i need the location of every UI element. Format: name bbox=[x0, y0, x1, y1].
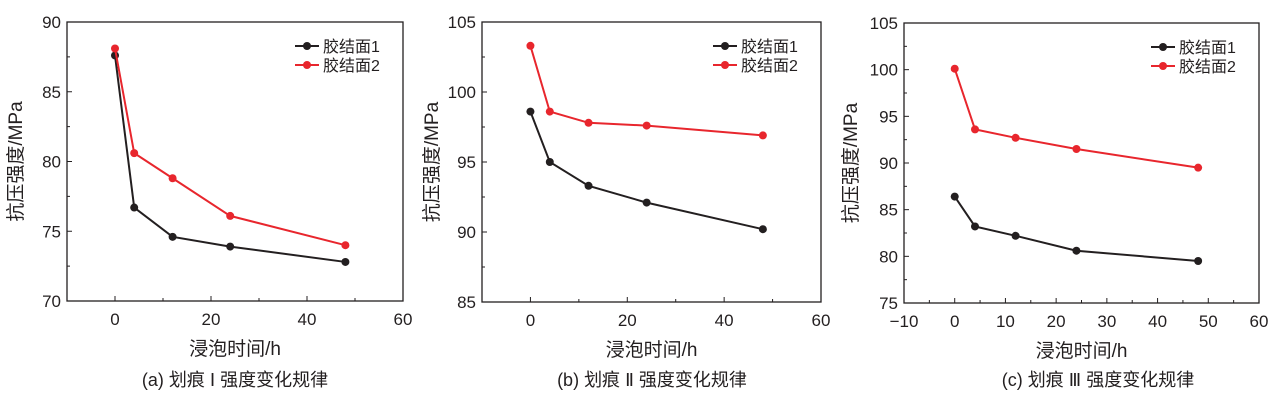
legend-label: 胶结面1 bbox=[323, 38, 380, 56]
data-point-1 bbox=[584, 181, 593, 190]
data-point-1 bbox=[950, 192, 959, 201]
data-point-1 bbox=[226, 242, 235, 251]
data-point-1 bbox=[1072, 246, 1081, 255]
y-axis-label: 抗压强度/MPa bbox=[840, 102, 862, 223]
data-point-2 bbox=[1194, 163, 1203, 172]
y-tick-label: 80 bbox=[879, 247, 898, 266]
data-point-2 bbox=[130, 149, 139, 158]
x-tick-label: 30 bbox=[1097, 312, 1116, 331]
x-tick-label: 60 bbox=[812, 311, 831, 330]
x-tick-label: 20 bbox=[618, 311, 637, 330]
y-tick-label: 105 bbox=[448, 13, 476, 32]
legend-label: 胶结面1 bbox=[1179, 39, 1236, 57]
data-point-1 bbox=[1194, 257, 1203, 265]
chart-panel-a: 70 75 80 85 90 0 20 40 60 浸泡时间/h 抗压强度/MPa (a) 划痕 Ⅰ … bbox=[5, 13, 412, 390]
x-axis-label: 浸泡时间/h bbox=[1036, 340, 1128, 362]
data-point-2 bbox=[584, 118, 593, 127]
legend-marker bbox=[1159, 62, 1167, 70]
y-tick-label: 70 bbox=[42, 292, 61, 311]
legend-label: 胶结面2 bbox=[1179, 58, 1236, 76]
chart-caption: (a) 划痕 Ⅰ 强度变化规律 bbox=[142, 370, 328, 390]
data-point-1 bbox=[1011, 231, 1020, 240]
data-point-2 bbox=[226, 211, 235, 220]
chart-panel-b: 85 90 95 100 105 0 20 40 60 浸泡时间/h 抗压强度/MPa (b) 划痕 … bbox=[421, 13, 830, 390]
data-point-1 bbox=[526, 107, 535, 116]
legend-marker bbox=[303, 61, 311, 69]
y-tick-label: 100 bbox=[870, 61, 898, 80]
x-tick-label: 0 bbox=[110, 310, 119, 329]
y-tick-label: 85 bbox=[879, 201, 898, 220]
legend-marker bbox=[721, 61, 729, 69]
series-line-1 bbox=[114, 55, 346, 263]
x-tick-label: 40 bbox=[1148, 312, 1167, 331]
data-point-2 bbox=[526, 41, 535, 50]
y-axis-label: 抗压强度/MPa bbox=[421, 101, 443, 222]
y-tick-label: 90 bbox=[457, 223, 476, 242]
y-tick-label: 85 bbox=[457, 293, 476, 312]
y-tick-label: 80 bbox=[42, 153, 61, 172]
legend-marker bbox=[1159, 43, 1167, 51]
legend-label: 胶结面1 bbox=[741, 38, 798, 56]
y-axis-label: 抗压强度/MPa bbox=[5, 101, 27, 222]
legend-marker bbox=[721, 42, 729, 50]
y-tick-label: 75 bbox=[879, 294, 898, 313]
y-tick-label: 90 bbox=[879, 154, 898, 173]
y-tick-label: 85 bbox=[42, 83, 61, 102]
data-point-2 bbox=[168, 174, 177, 183]
y-tick-label: 95 bbox=[879, 107, 898, 126]
legend-label: 胶结面2 bbox=[323, 57, 380, 75]
y-tick-label: 105 bbox=[870, 14, 898, 33]
chart-panel-c: 75 80 85 90 95 100 105 −10 0 10 20 30 40 50 60 浸泡时间/h 抗压… bbox=[840, 14, 1268, 390]
data-point-2 bbox=[758, 131, 767, 140]
y-tick-label: 90 bbox=[42, 13, 61, 32]
data-point-2 bbox=[1011, 133, 1020, 142]
x-tick-label: 10 bbox=[996, 312, 1015, 331]
chart-caption: (b) 划痕 Ⅱ 强度变化规律 bbox=[557, 370, 747, 390]
x-axis-label: 浸泡时间/h bbox=[189, 338, 281, 360]
y-tick-label: 75 bbox=[42, 222, 61, 241]
legend-label: 胶结面2 bbox=[741, 57, 798, 75]
data-point-1 bbox=[545, 158, 554, 166]
chart-caption: (c) 划痕 Ⅲ 强度变化规律 bbox=[1002, 370, 1194, 390]
data-point-2 bbox=[971, 125, 979, 134]
x-tick-label: 60 bbox=[394, 310, 413, 329]
legend-marker bbox=[303, 42, 311, 50]
x-tick-label: 20 bbox=[202, 310, 221, 329]
x-tick-label: −10 bbox=[890, 312, 919, 331]
data-point-1 bbox=[758, 225, 767, 234]
data-point-1 bbox=[168, 232, 177, 241]
y-tick-label: 100 bbox=[448, 83, 476, 102]
data-point-2 bbox=[111, 44, 119, 53]
data-point-2 bbox=[1072, 145, 1081, 153]
data-point-2 bbox=[341, 241, 350, 250]
data-point-2 bbox=[545, 107, 554, 116]
x-tick-label: 0 bbox=[950, 312, 959, 331]
data-point-1 bbox=[130, 203, 139, 212]
data-point-1 bbox=[642, 198, 651, 207]
x-tick-label: 40 bbox=[715, 311, 734, 330]
data-point-2 bbox=[950, 64, 959, 73]
data-point-1 bbox=[341, 257, 350, 266]
x-tick-label: 0 bbox=[526, 311, 535, 330]
data-point-1 bbox=[971, 222, 979, 231]
x-tick-label: 20 bbox=[1047, 312, 1066, 331]
data-point-2 bbox=[642, 121, 651, 130]
y-tick-label: 95 bbox=[457, 153, 476, 172]
x-tick-label: 60 bbox=[1250, 312, 1269, 331]
x-tick-label: 50 bbox=[1199, 312, 1218, 331]
x-tick-label: 40 bbox=[298, 310, 317, 329]
x-axis-label: 浸泡时间/h bbox=[606, 339, 698, 361]
